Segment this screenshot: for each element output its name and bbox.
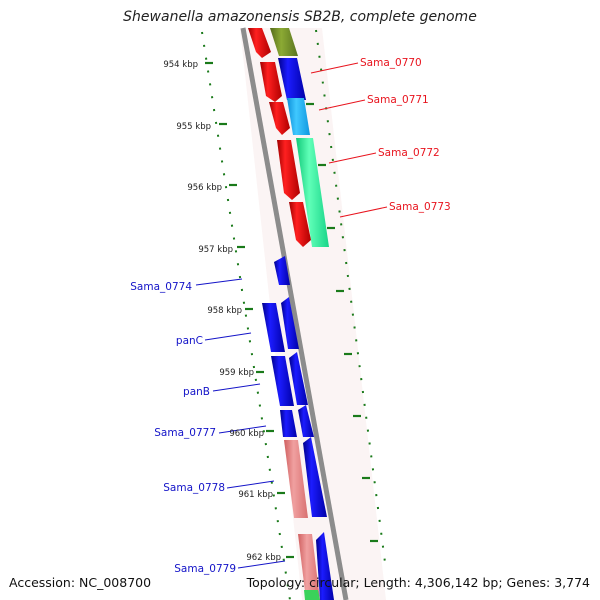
gene-label-sama-0779: Sama_0779 bbox=[174, 563, 236, 575]
gene-sama-0772 bbox=[296, 138, 329, 247]
gene-red-4 bbox=[289, 202, 311, 247]
label-leader-lines bbox=[195, 62, 388, 569]
forward-strand-genes[interactable] bbox=[270, 28, 334, 600]
gene-sama-0771 bbox=[287, 98, 310, 135]
gene-blue-fwd-1 bbox=[274, 256, 290, 285]
tick-label-961: 961 kbp bbox=[238, 490, 273, 500]
tick-label-958: 958 kbp bbox=[207, 306, 242, 316]
tick-label-956: 956 kbp bbox=[187, 183, 222, 193]
tick-label-957: 957 kbp bbox=[198, 245, 233, 255]
right-scale-dashes bbox=[306, 102, 378, 543]
gene-label-sama-0774: Sama_0774 bbox=[130, 281, 192, 293]
gene-labels-left[interactable]: Sama_0774 panC panB Sama_0777 Sama_0778 … bbox=[130, 281, 236, 575]
gene-red-top bbox=[248, 28, 271, 58]
tick-label-960: 960 kbp bbox=[229, 429, 264, 439]
gene-blue-fwd-2 bbox=[281, 297, 299, 349]
gene-label-sama-0778: Sama_0778 bbox=[163, 482, 225, 494]
gene-label-sama-0771: Sama_0771 bbox=[367, 94, 429, 106]
gene-label-sama-0777: Sama_0777 bbox=[154, 427, 216, 439]
tick-label-955: 955 kbp bbox=[176, 122, 211, 132]
tick-label-954: 954 kbp bbox=[163, 60, 198, 70]
topology-text: Topology: circular; Length: 4,306,142 bp… bbox=[246, 575, 590, 590]
kbp-tick-labels: 954 kbp 955 kbp 956 kbp 957 kbp 958 kbp … bbox=[163, 60, 281, 563]
gene-label-sama-0772: Sama_0772 bbox=[378, 147, 440, 159]
reverse-strand-genes[interactable] bbox=[248, 28, 320, 600]
gene-sama-0770-body bbox=[278, 58, 306, 100]
genome-title: Shewanella amazonensis SB2B, complete ge… bbox=[123, 9, 477, 25]
gene-blue-fwd-3 bbox=[289, 352, 308, 405]
gene-sama-0778 bbox=[284, 440, 308, 518]
gene-labels-right[interactable]: Sama_0770 Sama_0771 Sama_0772 Sama_0773 bbox=[360, 57, 451, 213]
gene-label-sama-0773: Sama_0773 bbox=[389, 201, 451, 213]
gene-label-panb: panB bbox=[183, 386, 210, 398]
gene-blue-fwd-5 bbox=[303, 437, 327, 517]
gene-label-sama-0770: Sama_0770 bbox=[360, 57, 422, 69]
gene-blue-rev-1 bbox=[262, 303, 285, 352]
track-bands bbox=[240, 28, 386, 600]
scale-dotted-lines bbox=[201, 29, 387, 600]
tick-label-959: 959 kbp bbox=[219, 368, 254, 378]
gene-olive bbox=[270, 28, 298, 56]
gene-sama-0770 bbox=[260, 62, 282, 102]
gene-label-panc: panC bbox=[176, 335, 203, 347]
genome-backbone bbox=[240, 27, 349, 600]
gene-blue-fwd-6 bbox=[316, 532, 334, 600]
gene-sama-0779 bbox=[298, 534, 320, 600]
gene-red-2 bbox=[269, 102, 290, 135]
gene-blue-rev-3 bbox=[280, 410, 297, 437]
gene-blue-fwd-4 bbox=[298, 405, 314, 437]
gene-blue-rev-2 bbox=[271, 356, 294, 406]
kbp-tick-dashes bbox=[205, 61, 294, 559]
gene-green-bottom bbox=[304, 590, 320, 600]
gene-sama-0773 bbox=[277, 140, 300, 200]
accession-text: Accession: NC_008700 bbox=[9, 575, 152, 590]
tick-label-962: 962 kbp bbox=[246, 553, 281, 563]
